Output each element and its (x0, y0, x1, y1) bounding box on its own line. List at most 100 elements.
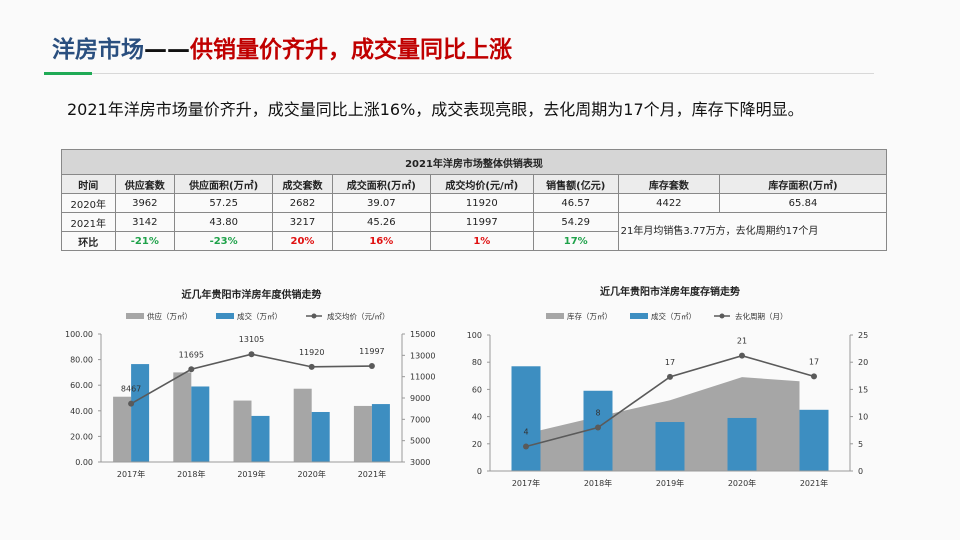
table-cell: 1% (429, 231, 534, 251)
legend-label: 供应（万㎡） (147, 311, 192, 321)
bar (131, 364, 150, 462)
table-cell: 39.07 (331, 193, 431, 213)
y2-tick-label: 25 (858, 331, 868, 340)
y2-tick-label: 9000 (410, 394, 430, 403)
bar (251, 415, 270, 462)
y2-tick-label: 10 (858, 413, 868, 422)
data-label: 21 (737, 337, 747, 346)
column-header: 成交面积(万㎡) (331, 174, 431, 194)
legend-label: 成交均价（元/㎡） (327, 311, 390, 321)
x-tick-label: 2021年 (800, 478, 828, 488)
table-cell: 16% (331, 231, 431, 251)
column-header: 销售额(亿元) (532, 174, 619, 194)
line-series (130, 353, 372, 405)
line-point (739, 352, 745, 359)
column-header: 时间 (61, 174, 116, 194)
bar (173, 372, 192, 462)
chart-title: 近几年贵阳市洋房年度存销走势 (600, 285, 740, 298)
legend-swatch (216, 313, 234, 319)
table-cell: 54.29 (532, 212, 619, 232)
inventory-sales-chart: 近几年贵阳市洋房年度存销走势 0 20 40 60 80 100 0 5 10 15 20 25 2017… (467, 285, 868, 488)
line-point (248, 351, 255, 358)
bar (511, 366, 541, 471)
y-tick-label: 100 (467, 331, 482, 340)
line-point (188, 366, 195, 373)
x-tick-label: 2020年 (728, 478, 756, 488)
y-tick-label: 60 (472, 385, 482, 394)
x-tick-label: 2020年 (298, 469, 326, 479)
legend-marker (719, 313, 725, 319)
y2-tick-label: 5000 (410, 437, 430, 446)
data-label: 8 (595, 408, 600, 417)
y-tick-label: 40 (472, 413, 482, 422)
legend-label: 成交（万㎡） (237, 311, 282, 321)
legend-label: 库存（万㎡） (567, 311, 612, 321)
y-tick-label: 0.00 (75, 458, 93, 467)
x-tick-label: 2019年 (656, 478, 684, 488)
line-point (308, 363, 315, 370)
line-point (128, 400, 135, 407)
y-tick-label: 20.00 (70, 432, 93, 441)
legend-swatch (126, 313, 144, 319)
y-tick-label: 20 (472, 440, 482, 449)
x-tick-label: 2018年 (584, 478, 612, 488)
accent-bar (44, 72, 92, 75)
y2-tick-label: 13000 (410, 351, 435, 360)
table-cell: 45.26 (331, 212, 431, 232)
table-cell: 20% (272, 231, 333, 251)
table-cell: 2682 (272, 193, 333, 213)
column-header: 库存套数 (617, 174, 720, 194)
table-cell: -21% (114, 231, 176, 251)
column-header: 成交均价(元/㎡) (429, 174, 534, 194)
table-cell: 57.25 (174, 193, 274, 213)
bar (293, 388, 312, 462)
chart-title: 近几年贵阳市洋房年度供销走势 (182, 288, 322, 301)
x-tick-label: 2017年 (117, 469, 145, 479)
supply-sales-table: 2021年洋房市场整体供销表现 时间 供应套数 供应面积(万㎡) 成交套数 成交面积(万… (61, 149, 888, 251)
table-cell: 2021年 (61, 212, 116, 232)
legend-label: 去化周期（月） (735, 311, 788, 321)
table-cell: 43.80 (174, 212, 274, 232)
y-tick-label: 80 (472, 358, 482, 367)
legend-swatch (630, 313, 648, 319)
y2-tick-label: 15000 (410, 330, 435, 339)
y2-tick-label: 3000 (410, 458, 430, 467)
table-cell: 65.84 (718, 193, 888, 213)
y-tick-label: 60.00 (70, 381, 93, 390)
x-tick-label: 2017年 (512, 478, 540, 488)
y2-tick-label: 20 (858, 358, 868, 367)
y2-tick-label: 15 (858, 385, 868, 394)
data-label: 11997 (359, 347, 384, 356)
table-cell: 3142 (114, 212, 176, 232)
bar (113, 396, 132, 462)
bar (583, 390, 613, 471)
table-cell: 17% (532, 231, 619, 251)
divider (44, 73, 874, 74)
table-row: 2020年 3962 57.25 2682 39.07 11920 46.57 4422 65.… (61, 193, 888, 213)
bar (799, 409, 829, 471)
table-cell: 2020年 (61, 193, 116, 213)
y2-tick-label: 7000 (410, 415, 430, 424)
table-cell: 4422 (617, 193, 720, 213)
y2-tick-label: 0 (858, 467, 863, 476)
column-header: 供应面积(万㎡) (174, 174, 274, 194)
line-point (667, 373, 673, 380)
line-point (595, 424, 601, 431)
summary-text: 2021年洋房市场量价齐升，成交量同比上涨16%，成交表现亮眼，去化周期为17个… (67, 100, 804, 119)
table-cell: 3217 (272, 212, 333, 232)
inventory-note: 21年月均销售3.77万方，去化周期约17个月 (617, 212, 888, 251)
bar (353, 405, 372, 462)
data-label: 17 (809, 357, 819, 366)
table-caption: 2021年洋房市场整体供销表现 (61, 149, 887, 175)
bar (311, 411, 330, 462)
y-tick-label: 80.00 (70, 356, 93, 365)
legend-swatch (546, 313, 564, 319)
x-tick-label: 2018年 (177, 469, 205, 479)
column-header: 库存面积(万㎡) (718, 174, 888, 194)
y2-tick-label: 5 (858, 440, 863, 449)
supply-sales-chart: 近几年贵阳市洋房年度供销走势 0.00 20.00 40.00 60.00 80.00 10… (65, 288, 435, 479)
table-cell: 环比 (61, 231, 116, 251)
table-cell: 11997 (429, 212, 534, 232)
table-cell: 3962 (114, 193, 176, 213)
line-point (811, 373, 817, 380)
